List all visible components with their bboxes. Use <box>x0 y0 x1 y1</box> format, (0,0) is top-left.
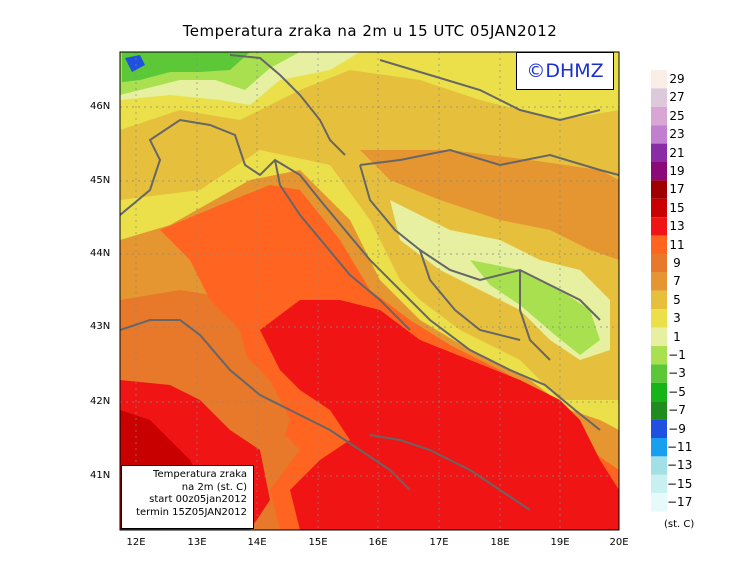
colorbar-label: 11 <box>669 237 685 252</box>
colorbar-label: 9 <box>673 256 681 270</box>
colorbar-swatch <box>651 106 667 126</box>
lon-label-17: 17E <box>429 537 449 548</box>
colorbar-label: 19 <box>669 164 685 178</box>
colorbar-swatch <box>651 309 667 328</box>
field-interior-orange <box>360 150 619 260</box>
lat-label-44: 44N <box>90 248 111 259</box>
colorbar-swatch <box>651 346 667 365</box>
colorbar-label: −7 <box>668 403 686 418</box>
colorbar-label: −11 <box>667 440 693 454</box>
colorbar-swatch <box>651 456 667 475</box>
colorbar-unit: (st. C) <box>664 519 695 530</box>
colorbar-label: −9 <box>668 421 686 436</box>
colorbar-label: 27 <box>669 90 685 105</box>
colorbar-label: −17 <box>667 495 693 510</box>
coastlines <box>120 54 619 511</box>
colorbar-label: 25 <box>669 108 685 123</box>
map-title: Temperatura zraka na 2m u 15 UTC 05JAN20… <box>182 22 558 40</box>
colorbar-swatch <box>651 88 667 107</box>
field-italy-orange <box>190 340 290 450</box>
colorbar-label: −15 <box>667 476 693 491</box>
colorbar-swatch <box>651 327 667 346</box>
colorbar-swatch <box>651 198 667 218</box>
colorbar-label: 5 <box>673 292 681 307</box>
field-north-green-dark <box>122 52 250 82</box>
colorbar-label: −5 <box>668 384 686 399</box>
lon-label-13: 13E <box>187 537 207 548</box>
colorbar-label: 29 <box>669 72 685 86</box>
info-line-1: Temperatura zraka <box>153 469 247 480</box>
grid-lines <box>120 52 619 530</box>
lon-label-18: 18E <box>490 537 510 548</box>
colorbar-label: 7 <box>673 274 681 289</box>
colorbar-label: −1 <box>668 348 686 362</box>
info-line-3: start 00z05jan2012 <box>149 494 247 505</box>
colorbar-label: 1 <box>673 329 681 344</box>
colorbar-swatch <box>651 217 667 236</box>
colorbar-label: −13 <box>667 458 693 473</box>
colorbar-label: 17 <box>669 182 685 197</box>
colorbar-label: 15 <box>669 200 685 215</box>
lon-label-19: 19E <box>550 537 570 548</box>
info-line-4: termin 15Z05JAN2012 <box>136 506 247 518</box>
lon-label-16: 16E <box>368 537 388 548</box>
colorbar-swatch <box>651 162 667 181</box>
info-line-2: na 2m (st. C) <box>181 481 247 493</box>
colorbar-swatch <box>651 125 667 144</box>
colorbar-label: 3 <box>673 311 681 326</box>
lon-label-14: 14E <box>247 537 267 548</box>
colorbar-swatch <box>651 272 667 291</box>
plot-frame <box>119 51 620 531</box>
colorbar-label: 21 <box>669 145 685 160</box>
dhmz-logo: ©DHMZ <box>516 52 614 90</box>
colorbar-label: 23 <box>669 127 685 142</box>
colorbar <box>651 70 667 512</box>
colorbar-swatch <box>651 235 667 254</box>
colorbar-swatch <box>651 401 667 420</box>
lon-label-15: 15E <box>308 537 328 548</box>
lon-label-12: 12E <box>126 537 146 548</box>
colorbar-label: −3 <box>668 366 686 381</box>
colorbar-label: 13 <box>669 219 685 234</box>
lat-label-46: 46N <box>90 101 111 112</box>
lat-label-45: 45N <box>90 175 111 186</box>
lat-label-42: 42N <box>90 396 111 407</box>
colorbar-swatch <box>651 438 667 457</box>
colorbar-swatch <box>651 180 667 199</box>
field-alps-blue <box>125 55 145 72</box>
colorbar-swatch <box>651 474 667 494</box>
colorbar-swatch <box>651 290 667 310</box>
colorbar-swatch <box>651 382 667 402</box>
info-box: Temperatura zraka na 2m (st. C) start 00… <box>121 465 254 529</box>
colorbar-swatch <box>651 70 667 89</box>
colorbar-swatch <box>651 143 667 162</box>
colorbar-swatch <box>651 364 667 383</box>
field-interior-green <box>470 260 600 355</box>
colorbar-swatch <box>651 254 667 273</box>
lat-label-43: 43N <box>90 321 111 332</box>
lat-label-41: 41N <box>90 470 111 481</box>
colorbar-swatch <box>651 493 667 512</box>
colorbar-swatch <box>651 419 667 438</box>
lon-label-20: 20E <box>609 537 629 548</box>
field-adriatic-15 <box>260 300 619 530</box>
